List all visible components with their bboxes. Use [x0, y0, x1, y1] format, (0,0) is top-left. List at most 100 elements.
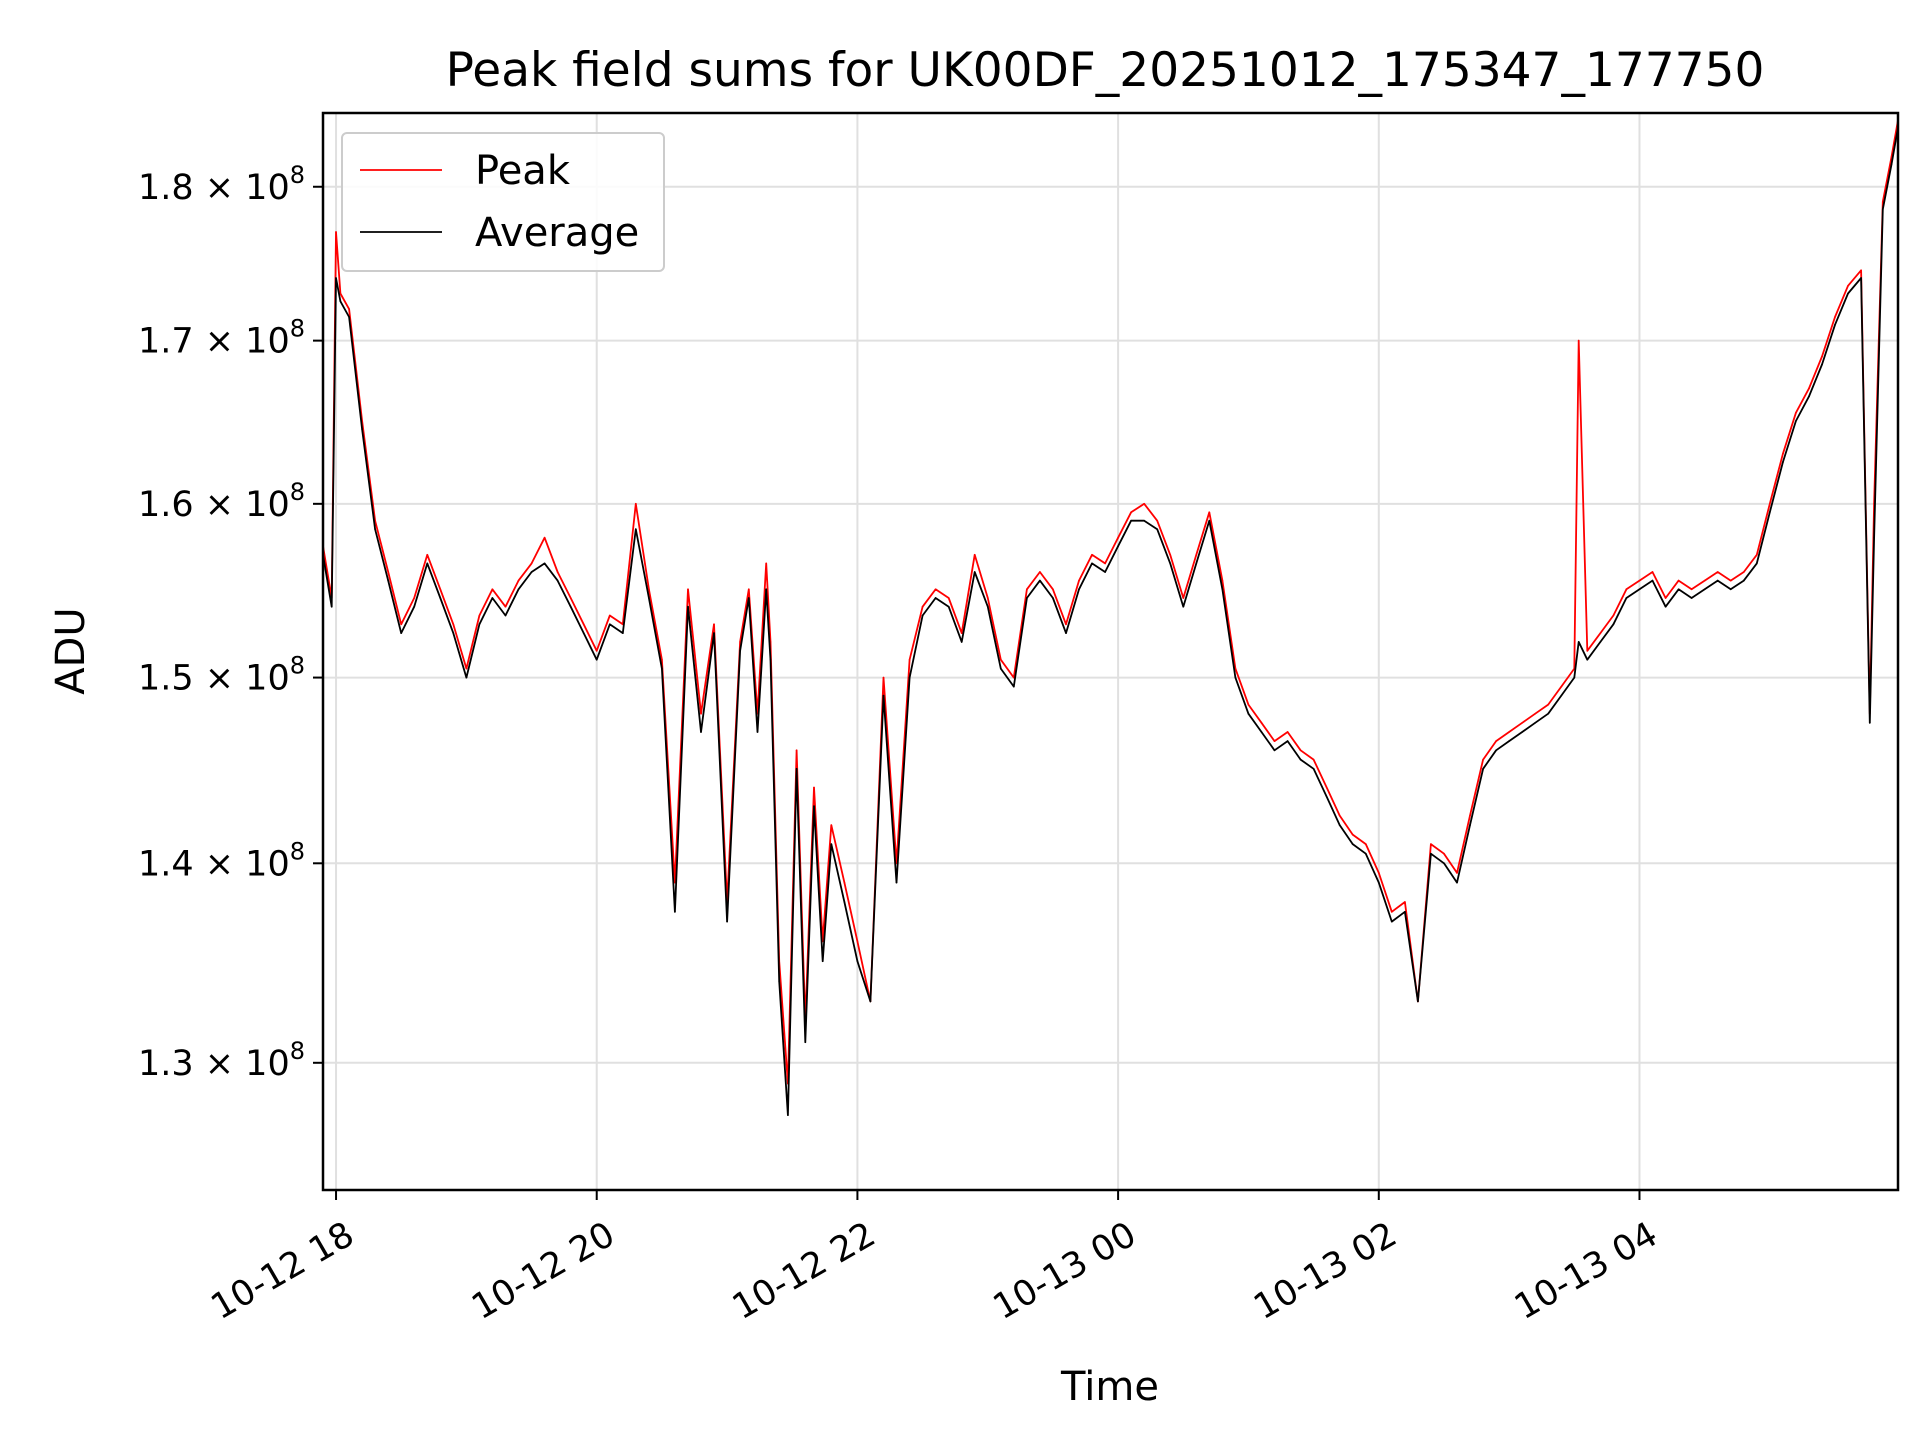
y-tick-label: 1.4 × 108 — [138, 837, 305, 884]
data-point — [582, 632, 585, 634]
y-tick-label: 1.7 × 108 — [138, 315, 305, 362]
data-point — [1091, 554, 1093, 556]
data-point — [1365, 852, 1367, 855]
data-point — [813, 805, 815, 807]
data-point — [1782, 453, 1784, 455]
data-point — [1860, 269, 1862, 272]
data-point — [787, 1114, 789, 1116]
legend-label-average: Average — [475, 210, 639, 256]
data-point — [1795, 412, 1797, 414]
data-point — [400, 623, 403, 626]
data-point — [1547, 703, 1549, 706]
data-point — [1577, 339, 1580, 342]
data-point — [934, 588, 937, 591]
data-point — [987, 597, 989, 599]
data-point — [1625, 588, 1628, 591]
data-point — [1469, 814, 1471, 817]
data-point — [1769, 503, 1771, 505]
data-point — [843, 881, 846, 884]
data-point — [769, 658, 772, 661]
y-gridlines — [323, 185, 1898, 1064]
data-point — [843, 901, 846, 903]
data-point — [595, 650, 598, 652]
data-point — [1221, 579, 1224, 582]
data-point — [1638, 588, 1641, 591]
y-tick-mantissa: 1.8 × 10 — [138, 168, 290, 208]
data-point — [374, 528, 376, 530]
plot-frame — [321, 111, 1900, 1192]
data-point — [569, 605, 572, 608]
data-point — [1195, 562, 1198, 565]
data-point — [1430, 843, 1432, 845]
data-point — [1821, 355, 1823, 358]
data-point — [661, 658, 663, 661]
data-point — [1404, 911, 1406, 913]
data-point — [1482, 758, 1484, 761]
data-point — [1052, 588, 1054, 591]
data-point — [1456, 881, 1458, 884]
data-point — [1599, 632, 1602, 634]
data-point — [1495, 749, 1497, 752]
data-point — [348, 316, 350, 318]
data-point — [491, 597, 494, 599]
data-point — [921, 614, 924, 617]
data-point — [582, 623, 585, 626]
data-point — [465, 676, 468, 679]
y-tick-exponent: 8 — [290, 652, 305, 680]
data-point — [1808, 395, 1810, 398]
data-point — [1104, 562, 1106, 565]
data-point — [908, 676, 911, 679]
data-point — [1117, 545, 1119, 547]
data-point — [856, 940, 859, 943]
data-point — [1882, 208, 1884, 211]
data-point — [413, 605, 416, 608]
data-point — [556, 579, 559, 582]
data-point — [1260, 722, 1263, 724]
data-point — [387, 579, 390, 582]
data-point — [1078, 579, 1080, 582]
data-point — [1847, 292, 1849, 295]
data-point — [947, 597, 950, 599]
data-point — [1286, 740, 1289, 742]
data-point — [400, 632, 403, 634]
data-point — [1299, 749, 1302, 752]
data-point — [1743, 571, 1745, 573]
data-point — [987, 605, 989, 608]
data-point — [778, 980, 780, 982]
data-point — [504, 605, 507, 608]
data-point — [1782, 461, 1784, 463]
data-point — [1000, 667, 1002, 670]
data-point — [1078, 588, 1080, 591]
data-point — [1847, 285, 1849, 287]
data-point — [348, 308, 350, 310]
data-point — [1716, 571, 1719, 573]
data-point — [1052, 597, 1054, 599]
data-point — [1260, 731, 1263, 733]
data-point — [1534, 722, 1536, 724]
data-point — [973, 554, 976, 556]
y-tick-label: 1.8 × 108 — [138, 161, 305, 208]
data-point — [1365, 843, 1367, 845]
chart-title: Peak field sums for UK00DF_20251012_1753… — [446, 43, 1765, 98]
data-point — [1508, 740, 1510, 742]
y-tick-label: 1.6 × 108 — [138, 478, 305, 525]
data-point — [1534, 712, 1536, 715]
data-point — [335, 231, 337, 233]
data-point — [856, 960, 859, 962]
data-point — [1560, 685, 1563, 688]
data-point — [1443, 862, 1445, 865]
data-point — [648, 588, 650, 591]
data-point — [1430, 852, 1432, 855]
data-point — [1156, 519, 1158, 522]
data-point — [804, 1041, 807, 1043]
data-point — [1690, 588, 1693, 591]
data-point — [1651, 571, 1654, 573]
data-point — [543, 562, 546, 565]
data-point — [452, 632, 455, 634]
data-point — [934, 597, 937, 599]
data-point — [960, 641, 963, 643]
data-point — [1325, 796, 1328, 798]
data-point — [830, 824, 833, 826]
series-peak — [322, 119, 1899, 1085]
